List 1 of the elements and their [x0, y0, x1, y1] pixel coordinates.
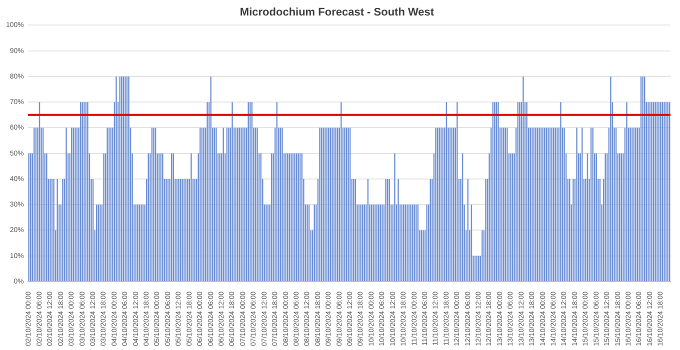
chart-title: Microdochium Forecast - South West — [240, 6, 434, 19]
